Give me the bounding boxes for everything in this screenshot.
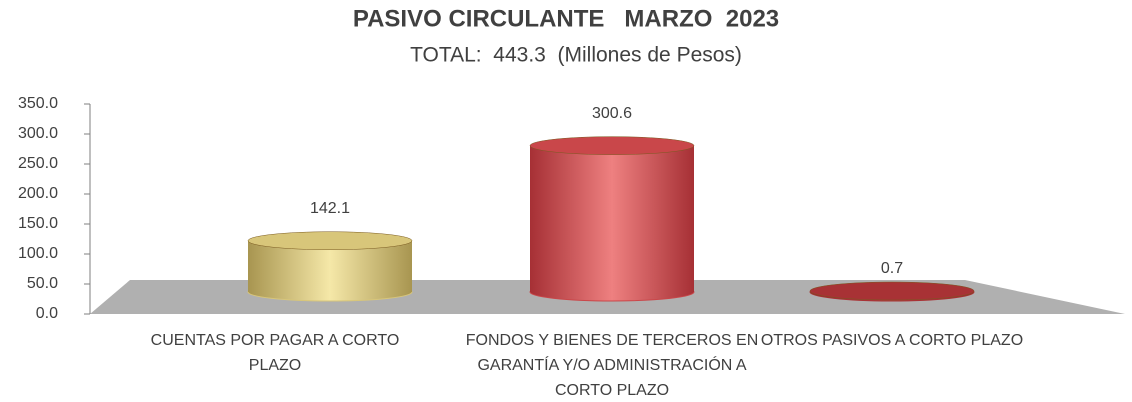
value-label: 300.6 bbox=[592, 105, 632, 122]
y-tick-label: 350.0 bbox=[18, 95, 58, 112]
x-tick-label: FONDOS Y BIENES DE TERCEROS EN GARANTÍA … bbox=[465, 332, 759, 399]
chart-title: PASIVO CIRCULANTE MARZO 2023 bbox=[353, 5, 779, 32]
value-label: 142.1 bbox=[310, 200, 350, 217]
y-tick-label: 300.0 bbox=[18, 125, 58, 142]
value-label: 0.7 bbox=[881, 260, 903, 277]
y-tick-label: 150.0 bbox=[18, 215, 58, 232]
cylinder-top bbox=[529, 136, 695, 155]
y-tick-label: 250.0 bbox=[18, 155, 58, 172]
cylinder-top bbox=[809, 281, 975, 301]
y-tick-label: 50.0 bbox=[27, 275, 58, 292]
bar bbox=[530, 145, 694, 292]
cylinder-top bbox=[247, 231, 413, 250]
x-tick-label: CUENTAS POR PAGAR A CORTO PLAZO bbox=[150, 332, 400, 374]
chart-subtitle: TOTAL: 443.3 (Millones de Pesos) bbox=[410, 44, 742, 67]
y-tick-label: 0.0 bbox=[36, 305, 58, 322]
y-tick-label: 100.0 bbox=[18, 245, 58, 262]
y-tick-label: 200.0 bbox=[18, 185, 58, 202]
x-tick-label: OTROS PASIVOS A CORTO PLAZO bbox=[760, 332, 1024, 349]
